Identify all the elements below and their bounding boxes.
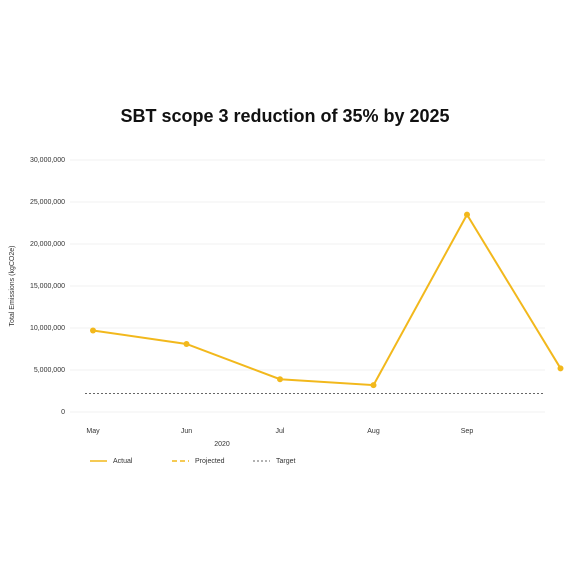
data-point — [277, 376, 283, 383]
data-point — [464, 211, 470, 218]
x-axis-label: 2020 — [214, 441, 230, 448]
data-point — [90, 327, 96, 334]
data-point — [370, 382, 377, 389]
x-tick-label: Jul — [276, 428, 285, 435]
y-tick-label: 15,000,000 — [30, 283, 65, 290]
data-point — [183, 340, 190, 347]
y-axis-label: Total Emissions (kgCO2e) — [9, 246, 16, 327]
y-tick-label: 20,000,000 — [30, 241, 65, 248]
y-tick-label: 0 — [61, 409, 65, 416]
y-tick-label: 5,000,000 — [34, 367, 65, 374]
y-tick-label: 25,000,000 — [30, 199, 65, 206]
x-tick-label: May — [86, 428, 100, 435]
y-tick-label: 10,000,000 — [30, 325, 65, 332]
x-tick-label: Jun — [181, 428, 192, 435]
series-line — [92, 212, 562, 387]
y-tick-label: 30,000,000 — [30, 157, 65, 164]
legend-label: Actual — [113, 458, 133, 465]
chart-title: SBT scope 3 reduction of 35% by 2025 — [120, 106, 449, 126]
x-tick-label: Aug — [367, 428, 380, 435]
legend-label: Projected — [195, 458, 225, 465]
x-tick-label: Sep — [461, 428, 474, 435]
data-point — [557, 365, 564, 372]
legend-label: Target — [276, 458, 296, 465]
